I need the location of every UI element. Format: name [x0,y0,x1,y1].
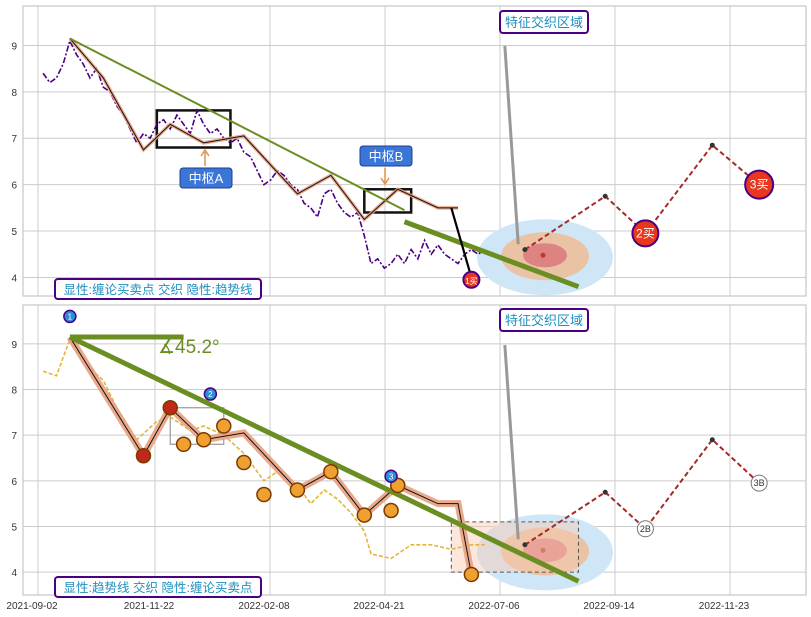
stroke-point-marker [135,447,152,464]
stroke-point-marker [463,566,480,583]
svg-text:中枢A: 中枢A [189,171,224,186]
top-legend-box: 显性:缠论买卖点 交织 隐性:趋势线 [54,278,262,300]
bottom-title-text: 特征交织区域 [505,313,583,328]
y-tick-label: 5 [11,227,17,238]
stroke-point-marker [323,463,339,480]
hidden-buy-marker [636,520,654,538]
numbered-marker [384,469,398,484]
zone-center [540,547,546,553]
y-tick-label: 8 [11,88,17,99]
y-tick-label: 6 [11,477,17,488]
y-tick-label: 7 [11,134,17,145]
buy3-marker-label: 3买 [750,178,769,192]
numbered-marker-label: 3 [389,472,394,481]
numbered-marker-label: 2 [208,390,213,399]
zone-arrow [503,45,520,245]
stroke-point-marker [195,431,212,448]
pivot-b-label: 中枢B [359,145,413,186]
numbered-marker [63,309,77,324]
plot-frame [22,5,807,297]
projection-point [602,193,608,199]
hidden-buy-label: 3B [754,478,765,488]
projection-point [709,437,715,443]
hidden-buy-label: 2B [640,524,651,534]
series-stroke_black [450,207,473,278]
stroke-point-marker [236,454,252,471]
pivot-a-label: 中枢A [179,148,233,189]
top-panel: 4 5 6 7 8 9 1买 2买 3买 [11,5,807,297]
buy1-marker [462,270,481,289]
buy2-marker-label: 2买 [636,226,655,240]
series-price [42,38,486,270]
bottom-title-box: 特征交织区域 [499,308,589,332]
y-tick-label: 6 [11,181,17,192]
buy1-marker-label: 1买 [465,277,477,286]
x-tick-label: 2022-02-08 [238,601,290,612]
numbered-marker-label: 1 [68,312,73,321]
pivot-b-box [363,188,413,214]
stroke-point-marker [175,436,192,453]
x-tick-label: 2021-11-22 [124,601,175,612]
angle-label: ∡45.2° [158,337,220,358]
series-trend [68,334,580,584]
series-trend_tail [403,219,580,290]
plot-frame [22,304,807,596]
series-projection [524,143,760,251]
projection-point [522,247,528,253]
x-tick-label: 2022-07-06 [468,601,520,612]
bottom-legend-box: 显性:趋势线 交织 隐性:缠论买卖点 [54,576,262,598]
stroke-point-marker [216,418,232,434]
x-tick-label: 2022-04-21 [353,601,405,612]
y-tick-label: 4 [11,568,17,579]
stroke-point-marker [289,482,306,498]
stroke-point-marker [256,486,272,503]
buy2-marker [631,219,660,248]
pivot-a-box [155,109,232,149]
y-tick-label: 5 [11,522,17,533]
numbered-marker [203,387,218,401]
series-price [42,337,485,560]
stroke-point-marker [162,400,178,416]
projection-point [522,542,528,548]
buy3-marker [744,169,775,200]
projection-point [709,142,715,148]
hidden-buy-marker [750,474,768,492]
x-tick-label: 2021-09-02 [6,601,58,612]
y-tick-label: 9 [11,340,17,351]
zone-arrow [503,344,520,540]
top-title-text: 特征交织区域 [505,15,583,30]
svg-text:中枢B: 中枢B [369,149,404,164]
series-stroke-core [69,38,458,221]
y-tick-label: 4 [11,273,17,284]
stroke-point-marker [356,507,373,523]
stroke-point-marker [383,502,399,519]
series-trend [69,37,405,212]
y-tick-label: 8 [11,385,17,396]
series-projection [524,438,760,546]
top-legend-text: 显性:缠论买卖点 交织 隐性:趋势线 [64,282,253,297]
y-tick-label: 9 [11,41,17,52]
projection-point [602,489,608,495]
x-tick-label: 2022-11-23 [699,601,750,612]
series-stroke-core [69,336,472,575]
x-tick-label: 2022-09-14 [583,601,635,612]
bottom-legend-text: 显性:趋势线 交织 隐性:缠论买卖点 [64,580,253,595]
bottom-panel: 4 5 6 7 8 9 2021-09-02 2021-11-22 2022-02-08 2022… [6,304,807,612]
top-title-box: 特征交织区域 [499,10,589,34]
y-tick-label: 7 [11,431,17,442]
zone-center [540,252,546,258]
